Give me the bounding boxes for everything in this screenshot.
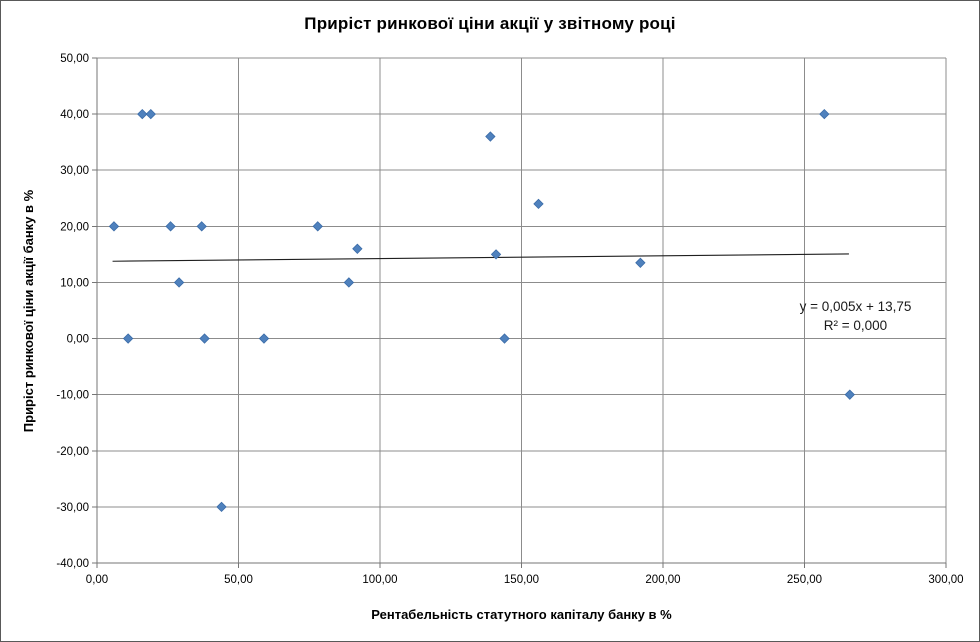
x-tick-label: 150,00 [504, 574, 539, 586]
y-axis-title[interactable]: Приріст ринкової ціни акції банку в % [21, 189, 36, 433]
data-point[interactable] [533, 198, 544, 210]
trendline-r-squared: R² = 0,000 [823, 318, 888, 333]
data-point[interactable] [137, 108, 148, 120]
y-tick-label: 40,00 [60, 109, 89, 121]
data-point[interactable] [216, 501, 227, 513]
x-tick-label: 0,00 [86, 574, 108, 586]
y-tick-label: -40,00 [56, 558, 89, 570]
y-tick-label: 30,00 [60, 165, 89, 177]
trendline-equation: y = 0,005x + 13,75 [799, 299, 912, 314]
data-point[interactable] [312, 221, 323, 232]
x-tick-label: 100,00 [362, 574, 397, 586]
data-point[interactable] [199, 333, 210, 344]
x-tick-label: 200,00 [645, 574, 680, 586]
data-point[interactable] [635, 257, 646, 268]
x-tick-label: 300,00 [928, 574, 963, 586]
chart-title[interactable]: Приріст ринкової ціни акції у звітному р… [304, 14, 676, 33]
data-point[interactable] [352, 243, 363, 254]
data-point[interactable] [122, 333, 134, 344]
data-point[interactable] [108, 221, 120, 232]
data-point[interactable] [485, 131, 496, 142]
trendline-label[interactable]: y = 0,005x + 13,75 R² = 0,000 [763, 297, 948, 335]
x-axis-title[interactable]: Рентабельність статутного капіталу банку… [371, 607, 672, 622]
data-point[interactable] [343, 277, 355, 288]
y-tick-label: -10,00 [56, 390, 89, 402]
y-tick-label: 0,00 [67, 334, 89, 346]
trendline[interactable] [112, 253, 849, 262]
data-point[interactable] [165, 221, 176, 232]
data-point[interactable] [819, 108, 830, 120]
x-tick-label: 50,00 [224, 574, 253, 586]
data-point[interactable] [258, 333, 270, 344]
data-point[interactable] [499, 333, 510, 344]
y-tick-label: 10,00 [60, 277, 89, 289]
data-point[interactable] [145, 108, 156, 120]
y-tick-label: 50,00 [60, 53, 89, 65]
data-point[interactable] [173, 277, 185, 288]
y-tick-label: -30,00 [56, 502, 89, 514]
y-tick-label: 20,00 [60, 221, 89, 233]
data-point[interactable] [844, 389, 855, 400]
y-tick-label: -20,00 [56, 446, 89, 458]
x-tick-label: 250,00 [787, 574, 822, 586]
data-point[interactable] [196, 221, 207, 232]
data-point[interactable] [490, 249, 502, 260]
